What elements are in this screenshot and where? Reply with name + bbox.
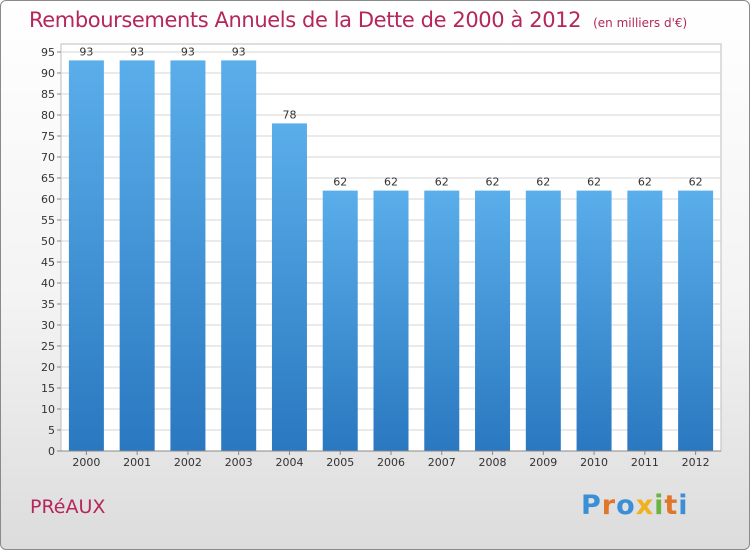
x-tick-label: 2009: [529, 456, 557, 469]
logo-letter: i: [654, 490, 665, 521]
bar-2009: [525, 190, 561, 451]
y-tick-label: 15: [41, 382, 55, 395]
bar-2005: [322, 190, 358, 451]
logo-letter: o: [616, 490, 636, 521]
y-tick-label: 25: [41, 340, 55, 353]
x-tick-label: 2004: [275, 456, 303, 469]
chart-title: Remboursements Annuels de la Dette de 20…: [29, 8, 687, 32]
x-tick-label: 2006: [377, 456, 405, 469]
y-axis: 0 5 10 15 20 25 30 35 40 45 50 55 60 65 70 75 80 85 90 95: [41, 46, 61, 458]
data-label: 93: [181, 45, 195, 58]
data-label: 93: [232, 45, 246, 58]
data-label: 62: [435, 176, 449, 189]
bar-2010: [576, 190, 612, 451]
data-label: 62: [333, 176, 347, 189]
x-tick-label: 2003: [225, 456, 253, 469]
logo-letter: r: [601, 490, 617, 521]
y-tick-label: 50: [41, 235, 55, 248]
x-tick-label: 2001: [123, 456, 151, 469]
title-text: Remboursements Annuels de la Dette de 20…: [29, 8, 582, 32]
bar-2011: [627, 190, 663, 451]
data-label: 62: [587, 176, 601, 189]
bar-2000: [68, 60, 104, 452]
x-tick-label: 2010: [580, 456, 608, 469]
logo-letter: P: [581, 490, 602, 521]
proxiti-logo: Proxiti: [581, 490, 689, 521]
logo-letter: i: [678, 490, 689, 521]
bar-2008: [475, 190, 511, 451]
data-label: 93: [130, 45, 144, 58]
bar-2003: [221, 60, 257, 452]
data-label: 62: [384, 176, 398, 189]
x-tick-label: 2012: [682, 456, 710, 469]
y-tick-label: 90: [41, 67, 55, 80]
bar-2004: [271, 123, 307, 452]
bar-2007: [424, 190, 460, 451]
bar-2012: [678, 190, 714, 451]
data-label: 62: [536, 176, 550, 189]
x-tick-label: 2002: [174, 456, 202, 469]
y-tick-label: 0: [48, 445, 55, 458]
x-tick-label: 2005: [326, 456, 354, 469]
x-tick-label: 2000: [72, 456, 100, 469]
data-label: 93: [79, 45, 93, 58]
y-tick-label: 20: [41, 361, 55, 374]
y-tick-label: 30: [41, 319, 55, 332]
bar-2002: [170, 60, 206, 452]
x-tick-label: 2008: [479, 456, 507, 469]
y-tick-label: 75: [41, 130, 55, 143]
y-tick-label: 65: [41, 172, 55, 185]
data-label: 62: [486, 176, 500, 189]
unit-label: (en milliers d'€): [593, 16, 688, 30]
y-tick-label: 35: [41, 298, 55, 311]
commune-name: PRéAUX: [30, 496, 106, 518]
y-tick-label: 40: [41, 277, 55, 290]
logo-letter: x: [635, 490, 655, 521]
data-label: 62: [638, 176, 652, 189]
x-axis: 2000 2001 2002 2003 2004 2005 2006 2007 2008 2009…: [61, 450, 721, 469]
y-tick-label: 10: [41, 403, 55, 416]
y-tick-label: 80: [41, 109, 55, 122]
y-tick-label: 55: [41, 214, 55, 227]
bar-2006: [373, 190, 409, 451]
data-label: 78: [282, 108, 296, 121]
y-tick-label: 60: [41, 193, 55, 206]
logo-letter: t: [664, 490, 679, 521]
y-tick-label: 70: [41, 151, 55, 164]
bars: 93 93 93 93 78 62 62 62 62 62 62 62 62: [68, 45, 714, 452]
y-tick-label: 5: [48, 424, 55, 437]
x-tick-label: 2011: [631, 456, 659, 469]
data-label: 62: [689, 176, 703, 189]
y-tick-label: 45: [41, 256, 55, 269]
y-tick-label: 95: [41, 46, 55, 59]
bar-2001: [119, 60, 155, 452]
x-tick-label: 2007: [428, 456, 456, 469]
y-tick-label: 85: [41, 88, 55, 101]
